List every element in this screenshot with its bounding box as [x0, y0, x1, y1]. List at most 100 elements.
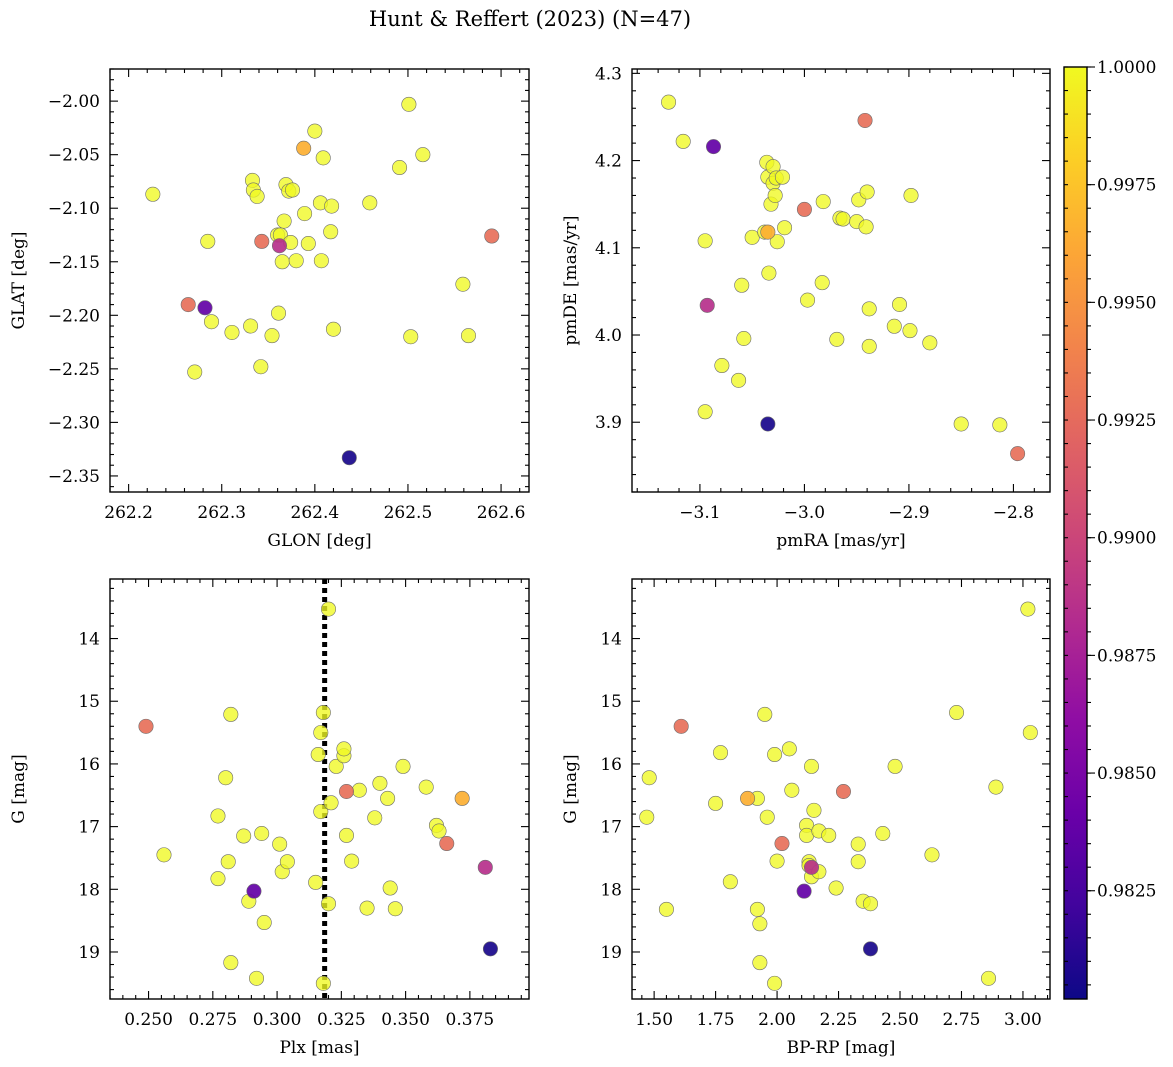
data-point	[814, 275, 830, 291]
y-tick-label: 18	[600, 880, 622, 900]
points	[138, 601, 498, 991]
colorbar-tick-label: 0.9875	[1097, 646, 1156, 666]
data-point	[138, 718, 154, 734]
data-point	[323, 224, 339, 240]
data-point	[271, 305, 287, 321]
data-point	[806, 802, 822, 818]
y-tick-label: 19	[600, 943, 622, 963]
data-point	[387, 901, 403, 917]
data-point	[902, 323, 918, 339]
data-point	[863, 941, 879, 957]
y-tick-label: 4.2	[595, 152, 622, 172]
x-tick-label: 0.250	[124, 1010, 173, 1030]
colorbar: 0.9825 0.9850 0.9875 0.9900 0.9925 0.9950 0.99…	[1063, 58, 1156, 1000]
data-point	[156, 847, 172, 863]
y-axis-label: G [mag]	[561, 754, 581, 823]
y-tick-label: 4.3	[595, 64, 622, 84]
data-point	[431, 823, 447, 839]
y-tick-label: −2.15	[48, 253, 100, 273]
data-point	[992, 417, 1008, 433]
data-point	[673, 718, 689, 734]
data-point	[713, 745, 729, 761]
data-point	[858, 219, 874, 235]
data-point	[382, 880, 398, 896]
data-point	[796, 201, 812, 217]
x-tick-label: −2.9	[888, 503, 929, 523]
data-point	[803, 758, 819, 774]
panel-bprp-g: 1.50 1.75 2.00 2.25 2.50 2.75 3.00 14 15 16 17 18 19…	[561, 578, 1051, 1058]
ticks	[632, 69, 1050, 493]
data-point	[815, 194, 831, 210]
points	[639, 601, 1038, 991]
data-point	[875, 826, 891, 842]
y-axis-label: GLAT [deg]	[9, 231, 29, 329]
subplots: 262.2 262.3 262.4 262.5 262.6 −2.35 −2.30 −2.25…	[9, 64, 1051, 1058]
y-tick-label: 16	[600, 755, 622, 775]
data-point	[949, 705, 965, 721]
data-point	[284, 182, 300, 198]
points	[661, 94, 1026, 462]
data-point	[415, 147, 431, 163]
data-point	[256, 915, 272, 931]
data-point	[749, 901, 765, 917]
y-axis-label: pmDE [mas/yr]	[561, 215, 581, 345]
data-point	[418, 779, 434, 795]
data-point	[187, 364, 203, 380]
data-point	[351, 782, 367, 798]
data-point	[722, 874, 738, 890]
data-point	[714, 358, 730, 374]
data-point	[372, 775, 388, 791]
data-point	[454, 790, 470, 806]
data-point	[767, 747, 783, 763]
data-point	[359, 900, 375, 916]
data-point	[744, 229, 760, 245]
data-point	[903, 187, 919, 203]
y-tick-label: −2.30	[48, 413, 100, 433]
data-point	[313, 253, 329, 269]
data-point	[697, 233, 713, 249]
y-tick-label: 18	[78, 880, 100, 900]
data-point	[210, 871, 226, 887]
data-point	[861, 301, 877, 317]
data-point	[863, 896, 879, 912]
data-point	[774, 836, 790, 852]
y-tick-label: 17	[78, 818, 100, 838]
y-tick-label: −2.10	[48, 199, 100, 219]
data-point	[784, 782, 800, 798]
y-tick-label: 4.1	[595, 239, 622, 259]
y-tick-label: 14	[600, 630, 622, 650]
y-tick-label: 16	[78, 755, 100, 775]
y-axis-label: G [mag]	[9, 754, 29, 823]
data-point	[274, 254, 290, 270]
data-point	[699, 297, 715, 313]
data-point	[249, 188, 265, 204]
data-point	[246, 883, 262, 899]
x-tick-label: −3.0	[784, 503, 825, 523]
x-tick-label: 0.325	[317, 1010, 366, 1030]
data-point	[223, 706, 239, 722]
data-point	[953, 416, 969, 432]
x-tick-label: 0.375	[446, 1010, 495, 1030]
data-point	[401, 96, 417, 112]
colorbar-tick-label: 1.0000	[1097, 58, 1156, 78]
data-point	[392, 160, 408, 176]
data-point	[641, 770, 657, 786]
x-tick-label: 262.4	[291, 503, 340, 523]
data-point	[767, 975, 783, 991]
x-tick-label: 2.00	[758, 1010, 796, 1030]
data-point	[740, 790, 756, 806]
x-tick-label: 1.75	[697, 1010, 735, 1030]
x-tick-label: 3.00	[1004, 1010, 1042, 1030]
data-point	[828, 880, 844, 896]
data-point	[697, 404, 713, 420]
x-tick-label: 0.275	[188, 1010, 237, 1030]
colorbar-gradient	[1064, 67, 1087, 999]
data-point	[315, 705, 331, 721]
x-tick-label: 1.50	[635, 1010, 673, 1030]
y-tick-label: −2.00	[48, 92, 100, 112]
x-tick-label: 262.2	[104, 503, 153, 523]
data-point	[861, 338, 877, 354]
data-point	[734, 277, 750, 293]
data-point	[850, 836, 866, 852]
